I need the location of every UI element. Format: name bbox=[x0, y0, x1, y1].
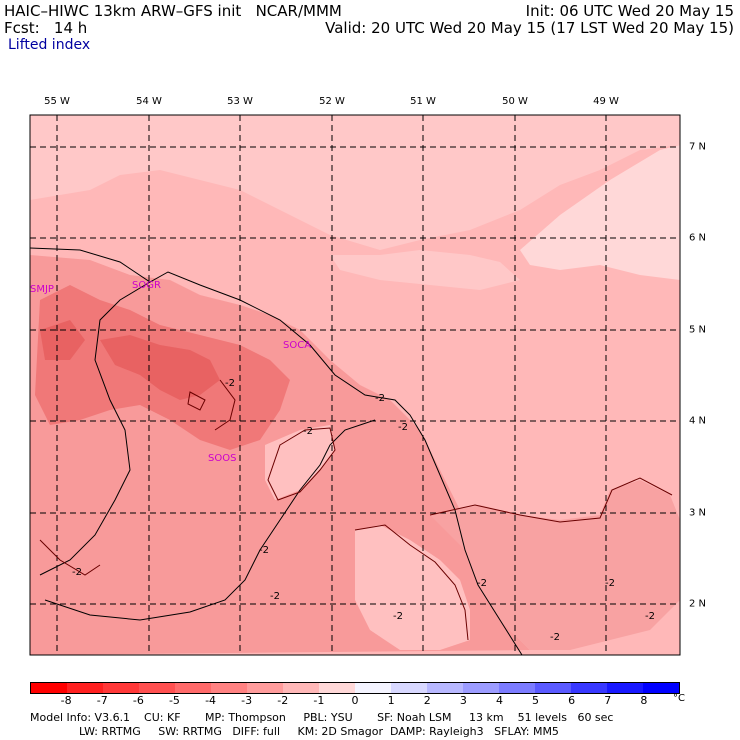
colorbar-tick-label: 3 bbox=[459, 694, 467, 707]
colorbar-unit: °C bbox=[673, 693, 685, 704]
station-label: SOGR bbox=[132, 280, 161, 291]
colorbar-swatch bbox=[247, 683, 283, 693]
lat-label: 6 N bbox=[689, 232, 707, 244]
colorbar-swatch bbox=[499, 683, 535, 693]
colorbar-tick-label: 2 bbox=[423, 694, 431, 707]
minus4-region bbox=[100, 335, 220, 400]
colorbar bbox=[30, 682, 680, 694]
contour-label: -2 bbox=[645, 611, 655, 622]
colorbar-swatch bbox=[463, 683, 499, 693]
colorbar-tick-label: -6 bbox=[132, 694, 144, 707]
colorbar-swatch bbox=[355, 683, 391, 693]
contour-label: -2 bbox=[225, 378, 235, 389]
map-frame bbox=[29, 114, 681, 656]
contour-label: -2 bbox=[303, 426, 313, 437]
colorbar-swatch bbox=[643, 683, 679, 693]
light-field-north bbox=[30, 115, 680, 250]
contour-label: -2 bbox=[270, 591, 280, 602]
colorbar-tick-label: -5 bbox=[168, 694, 180, 707]
lat-label: 5 N bbox=[689, 324, 707, 336]
contour-label: -2 bbox=[550, 632, 560, 643]
field-name: Lifted index bbox=[8, 37, 91, 53]
lon-label: 52 W bbox=[319, 96, 345, 107]
colorbar-tick-label: 8 bbox=[640, 694, 648, 707]
colorbar-swatch bbox=[427, 683, 463, 693]
colorbar-tick-label: 7 bbox=[604, 694, 612, 707]
colorbar-tick-label: 5 bbox=[532, 694, 540, 707]
model-info-line2: LW: RRTMG SW: RRTMG DIFF: full KM: 2D Sm… bbox=[30, 725, 559, 738]
contour-label: -2 bbox=[393, 611, 403, 622]
contour-label: -2 bbox=[477, 578, 487, 589]
lon-label: 49 W bbox=[593, 96, 619, 107]
contour-label: -2 bbox=[375, 393, 385, 404]
valid-time: Valid: 20 UTC Wed 20 May 15 (17 LST Wed … bbox=[325, 19, 734, 37]
graticule bbox=[30, 115, 680, 655]
coastline bbox=[30, 247, 523, 655]
model-title: HAIC–HIWC 13km ARW–GFS init NCAR/MMM bbox=[4, 2, 342, 20]
lon-label: 50 W bbox=[502, 96, 528, 107]
colorbar-swatch bbox=[103, 683, 139, 693]
colorbar-tick-label: -7 bbox=[96, 694, 108, 707]
colorbar-swatch bbox=[67, 683, 103, 693]
lat-label: 2 N bbox=[689, 598, 707, 610]
lat-label: 7 N bbox=[689, 141, 707, 153]
border-suriname bbox=[39, 281, 151, 576]
colorbar-tick-label: -1 bbox=[313, 694, 325, 707]
station-label: SOOS bbox=[208, 453, 237, 464]
colorbar-swatch bbox=[535, 683, 571, 693]
border-french-guiana bbox=[44, 419, 376, 621]
colorbar-tick-label: 4 bbox=[495, 694, 503, 707]
contour-label: -2 bbox=[259, 545, 269, 556]
colorbar-tick-label: -4 bbox=[205, 694, 217, 707]
init-time: Init: 06 UTC Wed 20 May 15 bbox=[525, 2, 734, 20]
contour-label: -2 bbox=[605, 578, 615, 589]
lon-label: 53 W bbox=[227, 96, 253, 107]
light-patch-south bbox=[355, 525, 470, 650]
contour-minus2 bbox=[39, 379, 673, 641]
colorbar-swatch bbox=[139, 683, 175, 693]
colorbar-tick-label: 1 bbox=[387, 694, 395, 707]
lat-label: 4 N bbox=[689, 415, 707, 427]
lon-label: 54 W bbox=[136, 96, 162, 107]
light-patch-central bbox=[330, 250, 520, 290]
colorbar-swatch bbox=[31, 683, 67, 693]
lat-label: 3 N bbox=[689, 507, 707, 519]
colorbar-swatch bbox=[283, 683, 319, 693]
colorbar-swatch bbox=[571, 683, 607, 693]
colorbar-tick-label: 6 bbox=[568, 694, 576, 707]
colorbar-swatch bbox=[175, 683, 211, 693]
forecast-hour: Fcst: 14 h bbox=[4, 19, 88, 37]
colorbar-tick-label: -3 bbox=[241, 694, 253, 707]
contour-label: -2 bbox=[72, 567, 82, 578]
station-label: SOCA bbox=[283, 340, 312, 351]
colorbar-tick-label: 0 bbox=[351, 694, 359, 707]
model-info-line1: Model Info: V3.6.1 CU: KF MP: Thompson P… bbox=[30, 711, 614, 724]
colorbar-swatch bbox=[319, 683, 355, 693]
colorbar-swatch bbox=[391, 683, 427, 693]
contour-label: -2 bbox=[398, 422, 408, 433]
colorbar-tick-label: -2 bbox=[277, 694, 289, 707]
colorbar-swatch bbox=[607, 683, 643, 693]
lon-label: 55 W bbox=[44, 96, 70, 107]
station-label: SMJP bbox=[30, 284, 54, 295]
colorbar-swatch bbox=[211, 683, 247, 693]
colorbar-tick-label: -8 bbox=[60, 694, 72, 707]
lon-label: 51 W bbox=[410, 96, 436, 107]
lightest-patch-northeast bbox=[520, 145, 680, 280]
